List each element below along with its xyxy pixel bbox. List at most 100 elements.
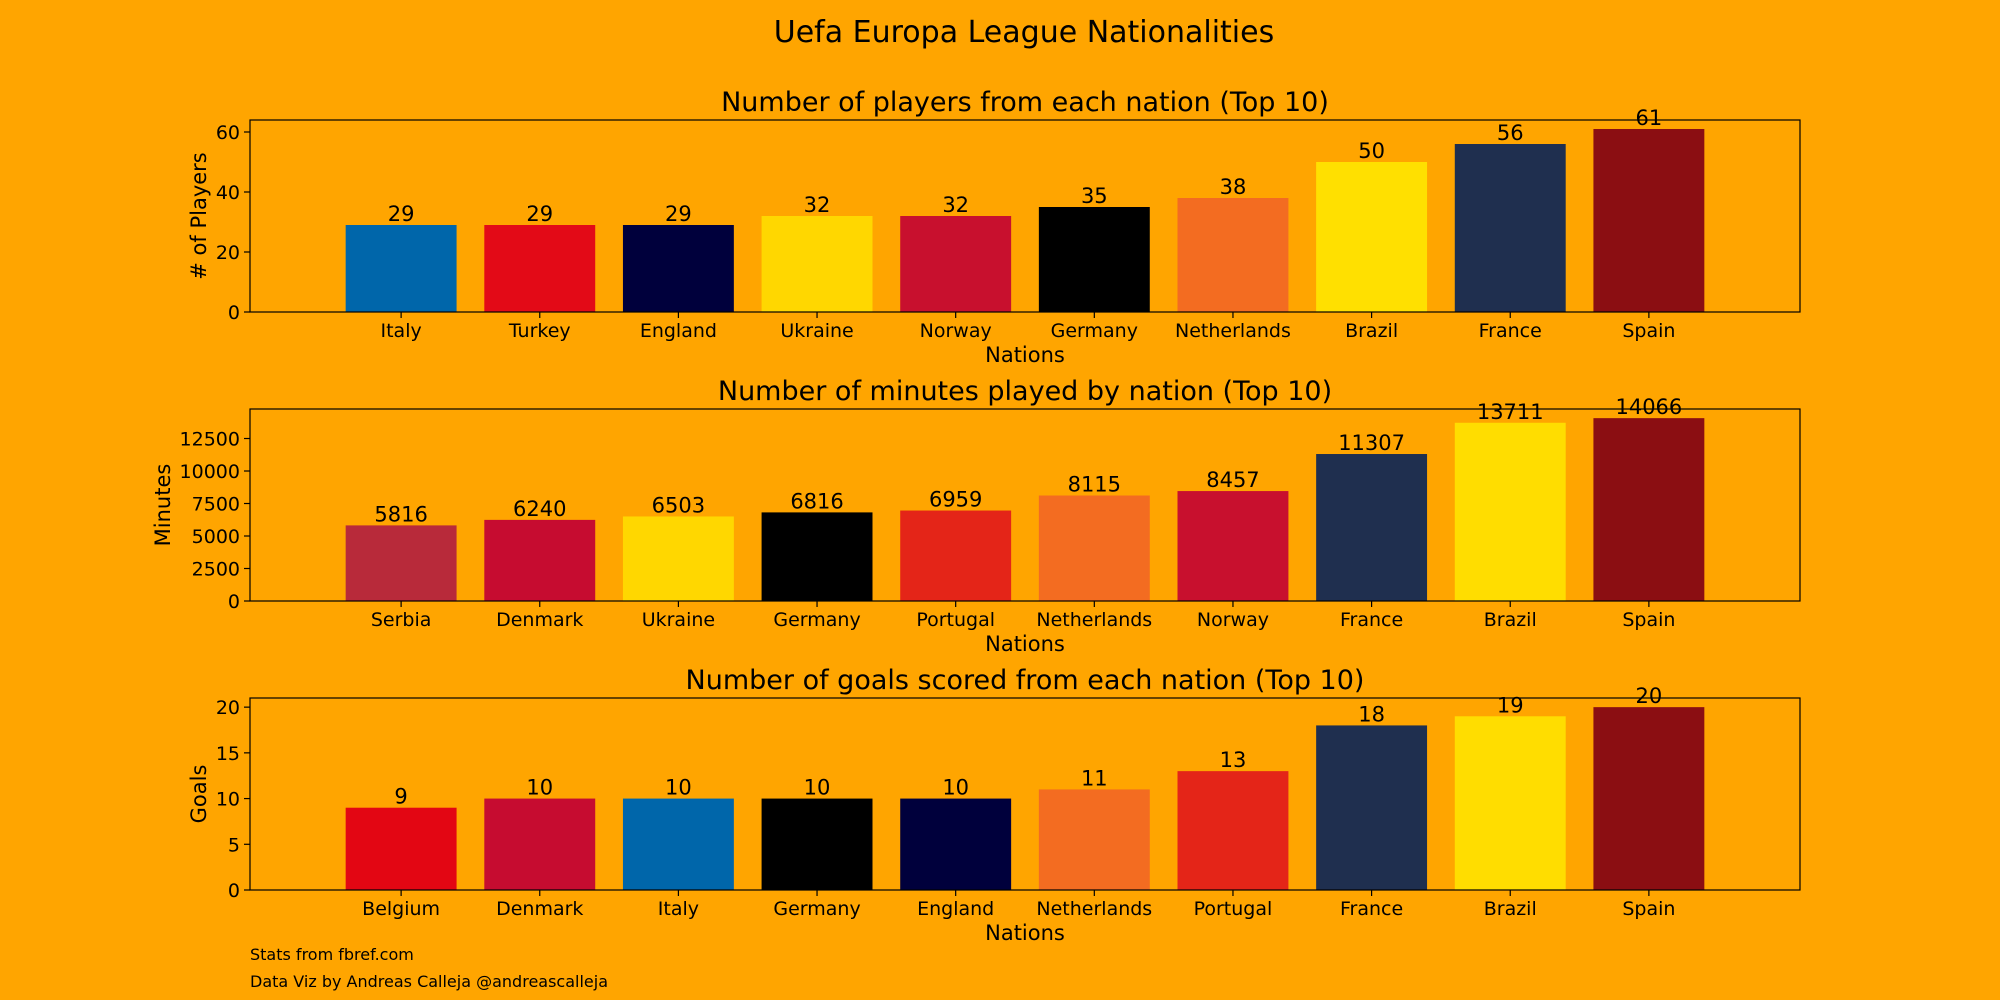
y-tick-label: 0	[228, 880, 240, 902]
x-tick-label: England	[640, 320, 717, 342]
data-label: 6816	[790, 489, 843, 513]
bar-germany	[1038, 207, 1150, 312]
chart-panel-3: Number of goals scored from each nation …	[187, 665, 1801, 945]
bar-brazil	[1316, 162, 1428, 312]
x-tick-label: Ukraine	[780, 320, 853, 342]
x-tick-label: Italy	[381, 320, 422, 342]
x-tick-label: Norway	[920, 320, 992, 342]
data-label: 8115	[1068, 473, 1121, 497]
x-tick-label: Germany	[773, 609, 860, 631]
x-tick-label: Netherlands	[1175, 320, 1291, 342]
bar-spain	[1593, 129, 1705, 312]
data-label: 35	[1081, 184, 1108, 208]
x-tick-label: Ukraine	[642, 609, 715, 631]
data-label: 38	[1220, 175, 1247, 199]
bar-brazil	[1454, 716, 1566, 890]
x-tick-label: Italy	[658, 898, 699, 920]
bar-portugal	[900, 510, 1012, 601]
x-tick-label: Germany	[1051, 320, 1138, 342]
y-tick-label: 2500	[192, 559, 240, 581]
x-tick-label: France	[1340, 898, 1403, 920]
bar-germany	[761, 798, 873, 890]
chart-panel-2: Number of minutes played by nation (Top …	[151, 376, 1801, 656]
bar-netherlands	[1038, 495, 1150, 601]
x-tick-label: Serbia	[371, 609, 432, 631]
y-tick-label: 60	[216, 122, 240, 144]
chart-panel-1: Number of players from each nation (Top …	[187, 87, 1801, 367]
bar-spain	[1593, 707, 1705, 890]
data-label: 56	[1497, 121, 1524, 145]
y-tick-label: 5000	[192, 526, 240, 548]
data-label: 29	[388, 202, 415, 226]
x-tick-label: Turkey	[508, 320, 571, 342]
plot-frame	[249, 408, 1801, 602]
y-tick-label: 10000	[180, 461, 240, 483]
bar-brazil	[1454, 422, 1566, 601]
data-label: 6240	[513, 497, 566, 521]
x-tick-label: France	[1479, 320, 1542, 342]
bar-norway	[1177, 491, 1289, 601]
x-tick-label: Brazil	[1345, 320, 1398, 342]
bar-portugal	[1177, 771, 1289, 890]
y-tick-label: 15	[216, 743, 240, 765]
data-label: 61	[1636, 106, 1663, 130]
y-tick-label: 0	[228, 591, 240, 613]
bar-england	[900, 798, 1012, 890]
bar-turkey	[484, 225, 596, 312]
data-label: 10	[804, 776, 831, 800]
data-label: 8457	[1206, 468, 1259, 492]
panel-title: Number of minutes played by nation (Top …	[718, 376, 1332, 407]
y-tick-label: 20	[216, 242, 240, 264]
data-label: 32	[804, 193, 831, 217]
x-tick-label: Portugal	[916, 609, 995, 631]
plot-frame	[249, 119, 1801, 313]
x-tick-label: Brazil	[1484, 898, 1537, 920]
bar-italy	[345, 225, 457, 312]
x-tick-label: Germany	[773, 898, 860, 920]
x-tick-label: Belgium	[362, 898, 440, 920]
data-label: 9	[394, 785, 407, 809]
y-tick-label: 20	[216, 697, 240, 719]
data-label: 13711	[1477, 400, 1544, 424]
bar-denmark	[484, 519, 596, 601]
data-label: 19	[1497, 693, 1524, 717]
x-axis-label: Nations	[985, 632, 1065, 656]
y-axis-label: Minutes	[151, 464, 175, 547]
x-tick-label: Denmark	[496, 898, 583, 920]
credit-author: Data Viz by Andreas Calleja @andreascall…	[250, 972, 608, 991]
bar-france	[1454, 144, 1566, 312]
y-tick-label: 7500	[192, 494, 240, 516]
bar-italy	[622, 798, 734, 890]
figure-title: Uefa Europa League Nationalities	[774, 15, 1274, 50]
panel-title: Number of players from each nation (Top …	[721, 87, 1329, 118]
y-tick-label: 0	[228, 302, 240, 324]
x-tick-label: Denmark	[496, 609, 583, 631]
data-label: 14066	[1615, 395, 1682, 419]
data-label: 32	[942, 193, 969, 217]
bar-germany	[761, 512, 873, 601]
y-tick-label: 12500	[180, 429, 240, 451]
x-tick-label: Portugal	[1194, 898, 1273, 920]
y-axis-label: # of Players	[187, 152, 211, 279]
bar-france	[1316, 454, 1428, 601]
bar-netherlands	[1177, 198, 1289, 312]
plot-frame	[249, 697, 1801, 891]
x-tick-label: Spain	[1622, 320, 1675, 342]
credit-source: Stats from fbref.com	[250, 945, 414, 964]
x-tick-label: Spain	[1622, 898, 1675, 920]
data-label: 11	[1081, 766, 1108, 790]
x-tick-label: Netherlands	[1036, 898, 1152, 920]
data-label: 13	[1220, 748, 1247, 772]
bar-belgium	[345, 807, 457, 890]
data-label: 5816	[374, 502, 427, 526]
bar-ukraine	[761, 216, 873, 312]
bar-netherlands	[1038, 789, 1150, 890]
x-tick-label: France	[1340, 609, 1403, 631]
x-axis-label: Nations	[985, 343, 1065, 367]
chart-panels: Number of players from each nation (Top …	[151, 87, 1801, 945]
x-tick-label: Netherlands	[1036, 609, 1152, 631]
x-tick-label: Spain	[1622, 609, 1675, 631]
y-tick-label: 10	[216, 789, 240, 811]
bar-norway	[900, 216, 1012, 312]
